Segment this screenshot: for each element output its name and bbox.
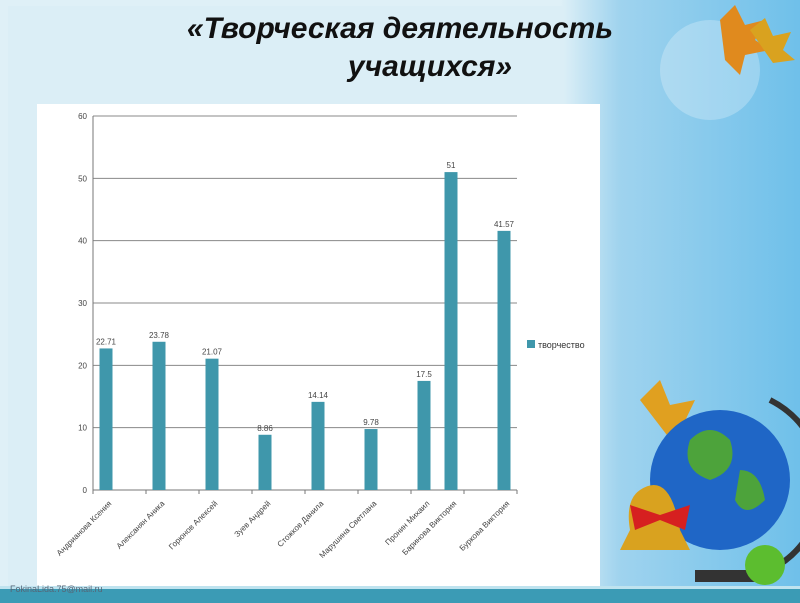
footer-email: FokinaLida.75@mail.ru xyxy=(10,584,103,594)
bar xyxy=(99,348,113,490)
x-tick-label: Пронин Михаил xyxy=(383,499,431,547)
data-label: 8.86 xyxy=(257,424,273,433)
legend-swatch xyxy=(527,340,535,348)
y-tick-label: 40 xyxy=(78,237,87,246)
bottom-strip xyxy=(0,586,800,603)
y-tick-label: 20 xyxy=(78,361,87,370)
legend-label: творчество xyxy=(538,340,585,350)
bar xyxy=(152,341,166,490)
x-tick-label: Андрианова Ксения xyxy=(55,499,114,558)
data-label: 23.78 xyxy=(149,331,170,340)
slide-title: «Творческая деятельность учащихся» xyxy=(0,10,800,86)
data-label: 51 xyxy=(447,161,456,170)
x-tick-label: Баринова Виктория xyxy=(400,499,458,557)
x-tick-label: Буркова Виктория xyxy=(458,499,512,553)
x-tick-label: Стожков Данила xyxy=(276,499,326,549)
data-label: 17.5 xyxy=(416,370,432,379)
data-label: 21.07 xyxy=(202,348,223,357)
bar xyxy=(205,358,219,490)
bar xyxy=(444,172,458,490)
data-label: 9.78 xyxy=(363,418,379,427)
y-tick-label: 10 xyxy=(78,424,87,433)
title-line2: учащихся» xyxy=(347,50,513,83)
decoration-globe-bell xyxy=(620,5,800,585)
bar xyxy=(258,434,272,490)
x-tick-label: Горюнов Алексей xyxy=(167,499,219,551)
bar-chart: 0 10 20 30 40 50 60 22.71 23.78 21.07 8.86 14.14 9.7… xyxy=(37,104,600,586)
data-label: 22.71 xyxy=(96,337,117,346)
y-tick-label: 50 xyxy=(78,174,87,183)
bar xyxy=(364,429,378,490)
x-tick-label: Алексанян Аника xyxy=(115,499,167,551)
title-line1: «Творческая деятельность xyxy=(186,12,614,45)
bar xyxy=(311,401,325,490)
bar xyxy=(497,230,511,490)
bar xyxy=(417,380,431,490)
x-tick-label: Зуев Андрей xyxy=(232,499,272,539)
data-label: 14.14 xyxy=(308,391,329,400)
data-label: 41.57 xyxy=(494,220,515,229)
y-tick-label: 0 xyxy=(83,486,88,495)
y-tick-label: 60 xyxy=(78,112,87,121)
y-tick-label: 30 xyxy=(78,299,87,308)
x-tick-label: Марушина Светлана xyxy=(318,499,379,560)
